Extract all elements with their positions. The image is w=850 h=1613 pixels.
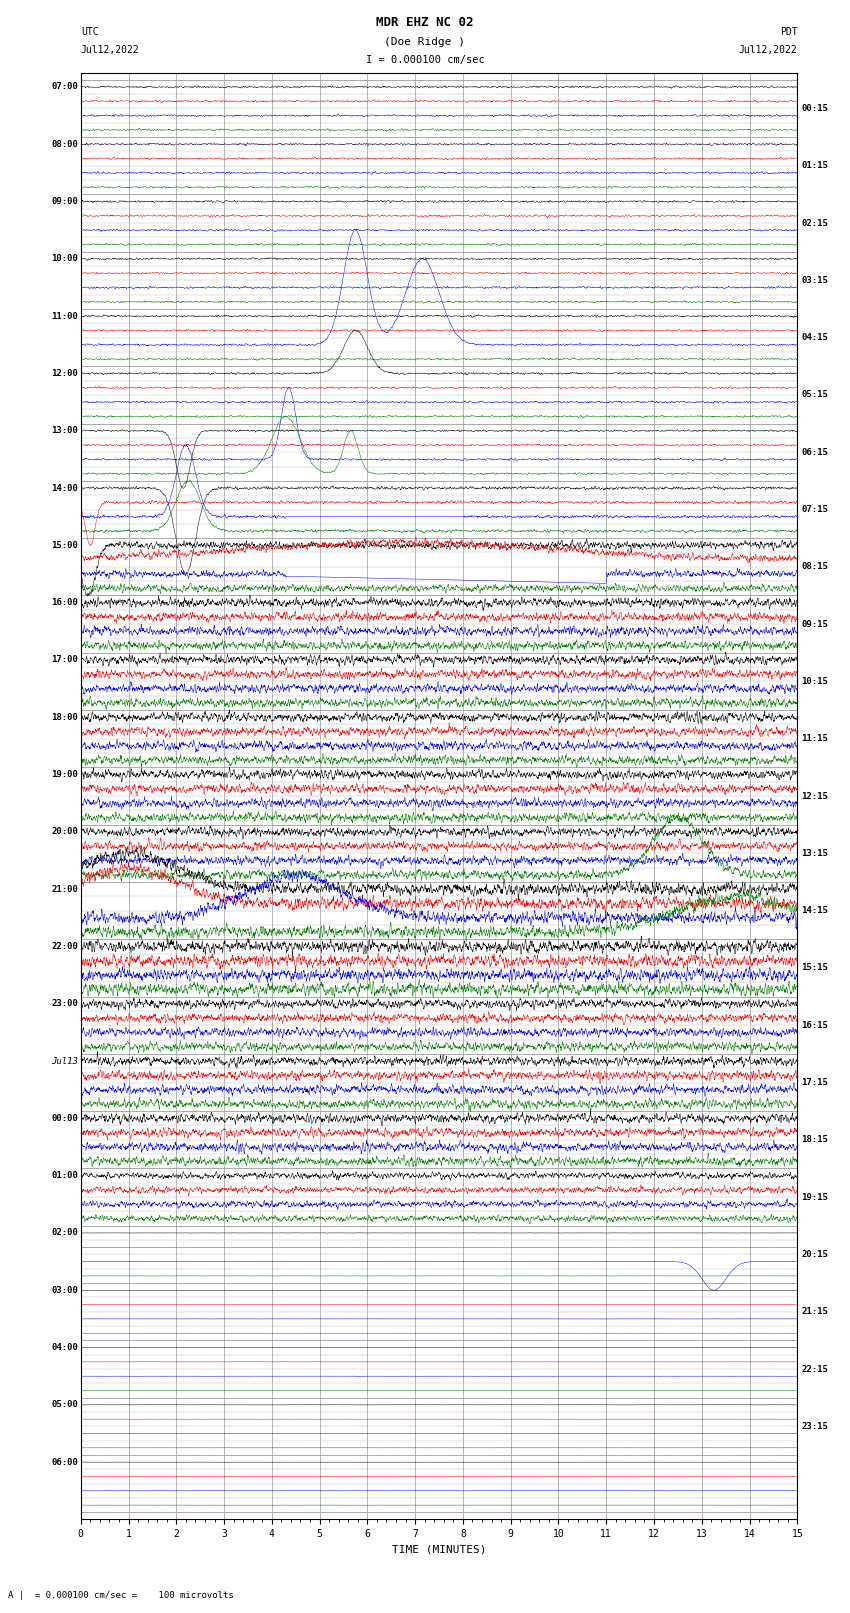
Text: 07:15: 07:15 xyxy=(802,505,829,515)
Text: 05:15: 05:15 xyxy=(802,390,829,400)
Text: 22:00: 22:00 xyxy=(51,942,78,952)
Text: 11:15: 11:15 xyxy=(802,734,829,744)
Text: 06:00: 06:00 xyxy=(51,1458,78,1466)
Text: Jul13: Jul13 xyxy=(51,1057,78,1066)
Text: UTC: UTC xyxy=(81,27,99,37)
Text: MDR EHZ NC 02: MDR EHZ NC 02 xyxy=(377,16,473,29)
Text: 04:00: 04:00 xyxy=(51,1344,78,1352)
Text: 22:15: 22:15 xyxy=(802,1365,829,1374)
Text: A |  = 0.000100 cm/sec =    100 microvolts: A | = 0.000100 cm/sec = 100 microvolts xyxy=(8,1590,235,1600)
Text: 16:15: 16:15 xyxy=(802,1021,829,1029)
Text: 05:00: 05:00 xyxy=(51,1400,78,1410)
Text: 07:00: 07:00 xyxy=(51,82,78,92)
Text: 09:15: 09:15 xyxy=(802,619,829,629)
Text: Jul12,2022: Jul12,2022 xyxy=(739,45,797,55)
Text: 18:15: 18:15 xyxy=(802,1136,829,1144)
Text: 17:00: 17:00 xyxy=(51,655,78,665)
Text: 13:15: 13:15 xyxy=(802,848,829,858)
Text: 19:00: 19:00 xyxy=(51,769,78,779)
Text: 02:15: 02:15 xyxy=(802,218,829,227)
Text: 12:15: 12:15 xyxy=(802,792,829,800)
Text: 09:00: 09:00 xyxy=(51,197,78,206)
Text: 00:00: 00:00 xyxy=(51,1115,78,1123)
X-axis label: TIME (MINUTES): TIME (MINUTES) xyxy=(392,1545,486,1555)
Text: 21:00: 21:00 xyxy=(51,884,78,894)
Text: 03:15: 03:15 xyxy=(802,276,829,286)
Text: 01:00: 01:00 xyxy=(51,1171,78,1181)
Text: 20:15: 20:15 xyxy=(802,1250,829,1258)
Text: 14:00: 14:00 xyxy=(51,484,78,492)
Text: Jul12,2022: Jul12,2022 xyxy=(81,45,139,55)
Text: 20:00: 20:00 xyxy=(51,827,78,836)
Text: 03:00: 03:00 xyxy=(51,1286,78,1295)
Text: 01:15: 01:15 xyxy=(802,161,829,171)
Text: 06:15: 06:15 xyxy=(802,448,829,456)
Text: 12:00: 12:00 xyxy=(51,369,78,377)
Text: I = 0.000100 cm/sec: I = 0.000100 cm/sec xyxy=(366,55,484,65)
Text: 23:00: 23:00 xyxy=(51,998,78,1008)
Text: 10:15: 10:15 xyxy=(802,677,829,686)
Text: 19:15: 19:15 xyxy=(802,1192,829,1202)
Text: 17:15: 17:15 xyxy=(802,1077,829,1087)
Text: 16:00: 16:00 xyxy=(51,598,78,606)
Text: PDT: PDT xyxy=(779,27,797,37)
Text: 15:00: 15:00 xyxy=(51,540,78,550)
Text: 02:00: 02:00 xyxy=(51,1229,78,1237)
Text: 08:15: 08:15 xyxy=(802,563,829,571)
Text: 13:00: 13:00 xyxy=(51,426,78,436)
Text: 00:15: 00:15 xyxy=(802,103,829,113)
Text: 18:00: 18:00 xyxy=(51,713,78,721)
Text: 08:00: 08:00 xyxy=(51,140,78,148)
Text: 04:15: 04:15 xyxy=(802,334,829,342)
Text: 23:15: 23:15 xyxy=(802,1421,829,1431)
Text: 15:15: 15:15 xyxy=(802,963,829,973)
Text: 21:15: 21:15 xyxy=(802,1307,829,1316)
Text: 14:15: 14:15 xyxy=(802,907,829,915)
Text: 11:00: 11:00 xyxy=(51,311,78,321)
Text: (Doe Ridge ): (Doe Ridge ) xyxy=(384,37,466,47)
Text: 10:00: 10:00 xyxy=(51,255,78,263)
